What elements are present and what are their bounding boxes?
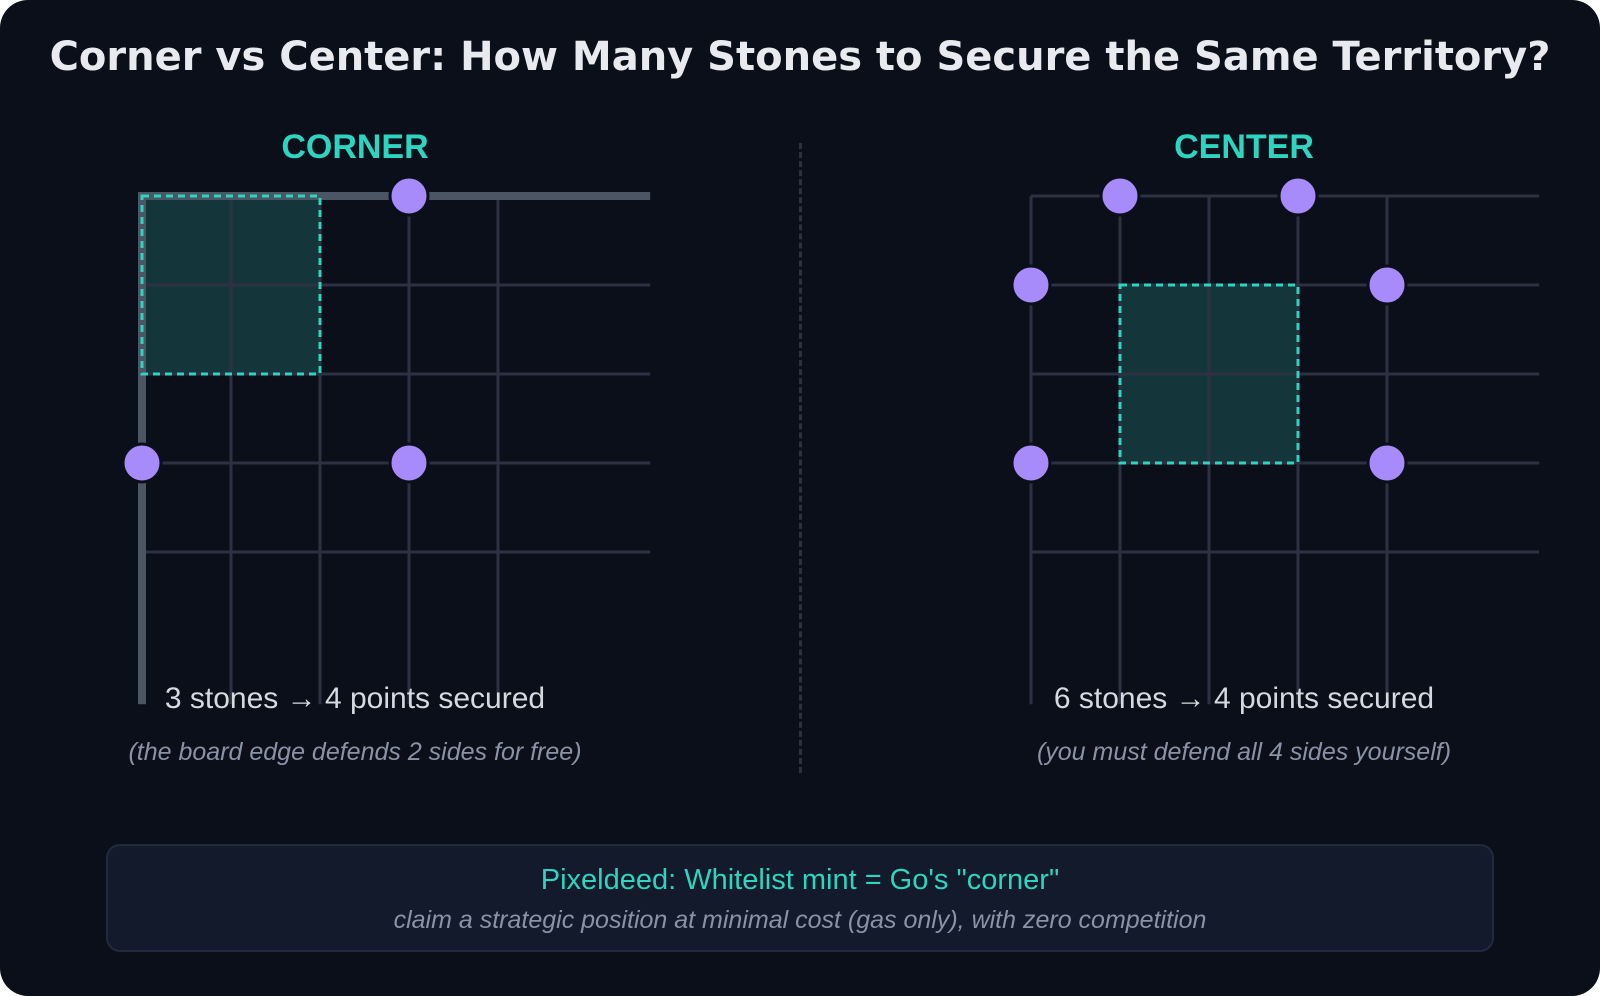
center-stone: [1010, 442, 1052, 484]
corner-stone: [388, 175, 430, 217]
callout-title: Pixeldeed: Whitelist mint = Go's "corner…: [540, 864, 1060, 896]
page-title: Corner vs Center: How Many Stones to Sec…: [49, 34, 1551, 80]
center-territory-outline: [1118, 283, 1300, 465]
center-stone: [1099, 175, 1141, 217]
corner-panel-label: CORNER: [281, 128, 429, 166]
callout-subtitle: claim a strategic position at minimal co…: [393, 906, 1207, 934]
center-stone: [1366, 442, 1408, 484]
pixeldeed-callout: Pixeldeed: Whitelist mint = Go's "corner…: [106, 844, 1494, 952]
center-summary: 6 stones → 4 points secured: [1053, 682, 1435, 715]
corner-note: (the board edge defends 2 sides for free…: [128, 738, 582, 766]
center-panel-label: CENTER: [1174, 128, 1314, 166]
center-stone: [1277, 175, 1319, 217]
center-note: (you must defend all 4 sides yourself): [1036, 738, 1452, 766]
corner-stone: [388, 442, 430, 484]
center-stone: [1366, 264, 1408, 306]
corner-stone: [121, 442, 163, 484]
center-stone: [1010, 264, 1052, 306]
corner-territory-outline: [140, 194, 322, 376]
panel-divider: [799, 143, 802, 773]
corner-summary: 3 stones → 4 points secured: [164, 682, 546, 715]
